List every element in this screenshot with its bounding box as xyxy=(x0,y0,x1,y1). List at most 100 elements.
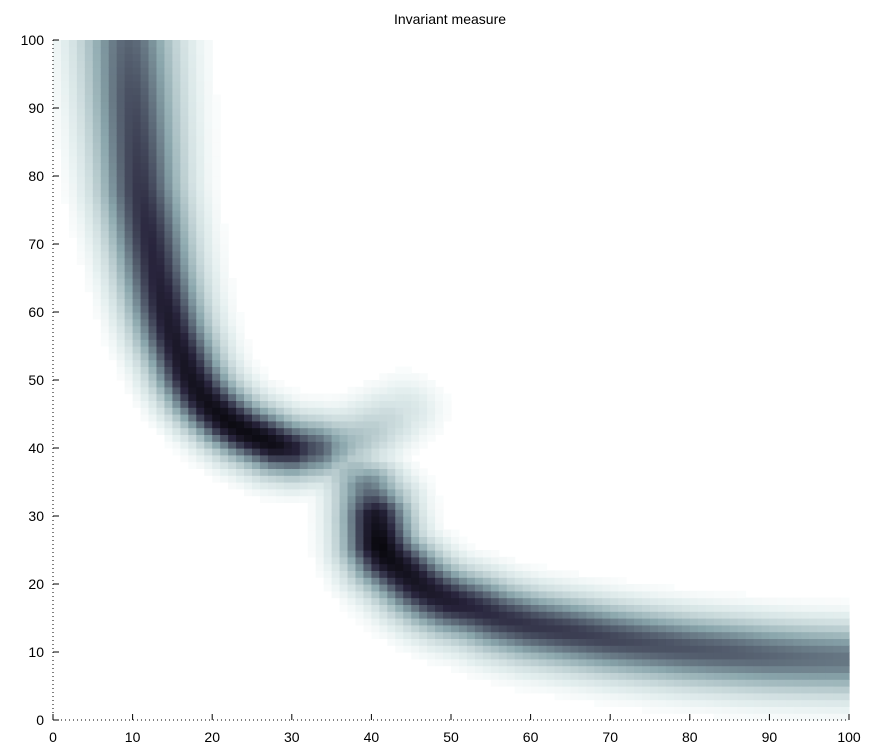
heatmap-cell xyxy=(228,312,237,320)
heatmap-cell xyxy=(220,359,229,367)
heatmap-cell xyxy=(212,101,221,109)
heatmap-cell xyxy=(196,441,205,449)
heatmap-cell xyxy=(458,584,468,592)
heatmap-cell xyxy=(180,257,189,265)
heatmap-cell xyxy=(355,590,365,599)
heatmap-cell xyxy=(84,284,94,293)
heatmap-cell xyxy=(371,475,380,483)
heatmap-cell xyxy=(236,414,245,422)
heatmap-cell xyxy=(522,590,532,599)
heatmap-cell xyxy=(681,611,691,619)
heatmap-cell xyxy=(116,291,126,299)
heatmap-cell xyxy=(411,529,420,537)
heatmap-cell xyxy=(140,393,150,401)
heatmap-cell xyxy=(435,386,444,395)
heatmap-cell xyxy=(148,278,158,286)
heatmap-cell xyxy=(92,250,102,259)
heatmap-cell xyxy=(371,441,380,449)
heatmap-cell xyxy=(204,162,213,170)
heatmap-cell xyxy=(466,563,476,571)
heatmap-cell xyxy=(220,393,229,401)
heatmap-cell xyxy=(156,257,166,265)
heatmap-cell xyxy=(164,257,173,265)
heatmap-cell xyxy=(419,563,428,571)
heatmap-cell xyxy=(705,631,715,639)
heatmap-cell xyxy=(498,672,508,680)
heatmap-cell xyxy=(522,638,532,646)
heatmap-cell xyxy=(753,645,763,653)
heatmap-cell xyxy=(236,420,245,429)
heatmap-cell xyxy=(371,611,380,619)
heatmap-cell xyxy=(291,482,301,490)
heatmap-cell xyxy=(172,135,181,143)
heatmap-cell xyxy=(315,448,325,456)
heatmap-cell xyxy=(84,278,94,286)
heatmap-cell xyxy=(108,67,118,75)
heatmap-cell xyxy=(148,189,158,197)
heatmap-cell xyxy=(132,155,142,163)
heatmap-cell xyxy=(443,414,452,422)
heatmap-cell xyxy=(371,414,380,422)
heatmap-cell xyxy=(140,142,150,150)
heatmap-cell xyxy=(363,584,372,592)
heatmap-cell xyxy=(164,278,173,286)
heatmap-cell xyxy=(339,516,349,524)
heatmap-cell xyxy=(761,618,770,626)
heatmap-cell xyxy=(196,407,205,415)
heatmap-cell xyxy=(379,618,388,626)
heatmap-cell xyxy=(657,624,667,633)
heatmap-cell xyxy=(172,339,181,347)
heatmap-cell xyxy=(793,692,802,701)
heatmap-cell xyxy=(538,652,548,660)
heatmap-cell xyxy=(331,441,341,449)
heatmap-cell xyxy=(339,529,349,537)
heatmap-cell xyxy=(315,407,325,415)
heatmap-cell xyxy=(363,454,372,463)
heatmap-cell xyxy=(363,529,372,537)
heatmap-cell xyxy=(172,284,181,293)
heatmap-cell xyxy=(403,550,412,558)
heatmap-cell xyxy=(196,216,205,225)
heatmap-cell xyxy=(721,604,731,612)
heatmap-cell xyxy=(140,325,150,333)
heatmap-cell xyxy=(180,101,189,109)
heatmap-cell xyxy=(236,332,245,340)
heatmap-cell xyxy=(76,189,86,197)
heatmap-cell xyxy=(490,624,500,633)
heatmap-cell xyxy=(586,590,595,599)
heatmap-cell xyxy=(387,624,396,633)
heatmap-cell xyxy=(180,108,189,116)
heatmap-cell xyxy=(689,645,699,653)
heatmap-cell xyxy=(458,611,468,619)
heatmap-cell xyxy=(506,645,516,653)
heatmap-cell xyxy=(347,529,357,537)
heatmap-cell xyxy=(180,291,189,299)
heatmap-cell xyxy=(244,339,253,347)
heatmap-cell xyxy=(244,427,253,435)
heatmap-cell xyxy=(172,257,181,265)
heatmap-cell xyxy=(594,692,603,701)
heatmap-cell xyxy=(546,679,556,687)
heatmap-cell xyxy=(148,420,158,429)
heatmap-cell xyxy=(228,407,237,415)
heatmap-cell xyxy=(395,502,404,510)
heatmap-cell xyxy=(204,448,213,456)
heatmap-cell xyxy=(196,380,205,388)
heatmap-cell xyxy=(634,686,643,694)
heatmap-cell xyxy=(220,223,229,231)
heatmap-cell xyxy=(323,468,333,476)
heatmap-cell xyxy=(761,706,770,714)
heatmap-cell xyxy=(283,427,293,435)
heatmap-cell xyxy=(108,121,118,129)
heatmap-cell xyxy=(220,386,229,395)
heatmap-cell xyxy=(729,699,739,707)
heatmap-cell xyxy=(673,652,683,660)
heatmap-cell xyxy=(594,590,603,599)
heatmap-cell xyxy=(626,679,635,687)
heatmap-cell xyxy=(745,597,755,605)
heatmap-cell xyxy=(657,699,667,707)
heatmap-cell xyxy=(538,611,548,619)
heatmap-cell xyxy=(721,645,731,653)
heatmap-cell xyxy=(737,679,747,687)
heatmap-cell xyxy=(347,570,357,578)
